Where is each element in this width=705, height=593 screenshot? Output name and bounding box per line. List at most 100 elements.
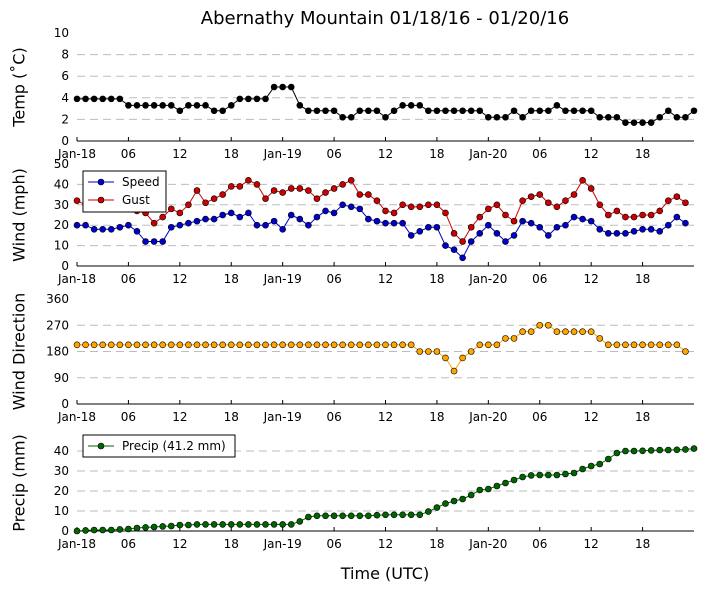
data-point	[253, 95, 261, 103]
data-point	[647, 341, 655, 349]
data-point	[399, 102, 406, 109]
data-point	[305, 107, 312, 115]
data-point	[150, 523, 158, 531]
series-line	[76, 448, 695, 532]
data-point	[202, 215, 209, 223]
data-point	[442, 500, 449, 507]
legend-label: Speed	[122, 175, 160, 189]
data-point	[467, 238, 475, 245]
data-point	[142, 102, 149, 109]
data-point	[245, 521, 252, 528]
y-tick-label: 40	[54, 177, 69, 191]
data-point	[450, 107, 458, 115]
x-tick-label: Jan-19	[263, 147, 302, 161]
data-point	[476, 230, 484, 237]
data-point	[605, 341, 612, 349]
data-point	[73, 95, 81, 103]
data-point	[339, 201, 346, 209]
data-point	[193, 341, 201, 349]
data-point	[73, 197, 81, 205]
data-point	[373, 107, 381, 115]
data-point	[167, 341, 175, 349]
x-tick-label: 12	[172, 537, 187, 551]
data-point	[245, 209, 252, 217]
data-point	[502, 335, 509, 342]
data-point	[587, 107, 595, 115]
y-axis-label: Temp (˚C)	[10, 47, 29, 127]
data-point	[365, 512, 372, 520]
x-tick-label: 18	[429, 410, 444, 424]
data-point	[90, 341, 98, 349]
y-tick-label: 6	[61, 69, 69, 83]
data-point	[613, 341, 621, 349]
data-point	[245, 95, 252, 103]
data-point	[330, 512, 338, 520]
data-point	[339, 181, 346, 188]
data-point	[562, 197, 569, 205]
data-point	[579, 177, 586, 184]
x-tick-label: Jan-20	[468, 537, 507, 551]
y-tick-label: 0	[61, 259, 69, 273]
x-tick-label: Jan-19	[263, 410, 302, 424]
y-axis-label: Precip (mm)	[10, 434, 29, 532]
data-point	[210, 195, 218, 202]
data-point	[416, 203, 424, 211]
data-point	[416, 228, 424, 235]
data-point	[390, 107, 398, 115]
data-point	[639, 447, 646, 455]
data-point	[125, 221, 132, 229]
data-point	[167, 223, 175, 231]
data-point	[382, 219, 389, 227]
data-point	[167, 102, 175, 109]
data-point	[425, 107, 432, 115]
panel-3: 0 90 180 270 360 Jan-18 06 12 18 Jan-19 06 12 18 Jan-…	[10, 292, 694, 424]
data-point	[682, 446, 689, 453]
data-point	[407, 511, 415, 519]
data-point	[150, 219, 158, 227]
data-point	[390, 341, 398, 349]
data-point	[262, 95, 269, 103]
data-point	[545, 232, 552, 239]
data-point	[647, 119, 655, 126]
y-tick-label: 20	[54, 484, 69, 498]
data-point	[219, 211, 226, 219]
data-point	[519, 473, 526, 481]
data-point	[416, 511, 424, 519]
data-point	[613, 113, 621, 121]
data-point	[73, 221, 81, 229]
y-tick-label: 30	[54, 464, 69, 478]
data-point	[296, 215, 304, 223]
data-point	[682, 219, 689, 227]
data-point	[253, 221, 261, 229]
data-point	[425, 201, 432, 209]
data-point	[613, 449, 621, 457]
data-point	[450, 246, 458, 253]
data-point	[613, 230, 621, 237]
x-tick-label: 06	[532, 410, 547, 424]
data-point	[579, 328, 586, 335]
x-tick-label: 06	[121, 147, 136, 161]
data-point	[390, 511, 398, 519]
data-point	[553, 471, 561, 479]
data-point	[142, 341, 149, 349]
x-axis-label: Time (UTC)	[340, 564, 429, 583]
data-point	[630, 447, 638, 455]
data-point	[656, 341, 664, 349]
legend-label: Precip (41.2 mm)	[122, 439, 226, 453]
data-point	[425, 348, 432, 355]
data-point	[193, 521, 201, 528]
data-point	[502, 211, 509, 219]
data-point	[185, 341, 192, 349]
x-tick-label: 18	[224, 272, 239, 286]
data-point	[467, 107, 475, 115]
data-point	[433, 201, 441, 209]
data-point	[510, 107, 518, 115]
data-point	[630, 119, 638, 126]
data-point	[82, 221, 89, 229]
x-tick-label: 12	[378, 272, 393, 286]
data-point	[219, 107, 226, 115]
data-point	[279, 225, 286, 233]
data-point	[347, 512, 355, 520]
data-point	[493, 341, 501, 349]
y-tick-label: 8	[61, 48, 69, 62]
